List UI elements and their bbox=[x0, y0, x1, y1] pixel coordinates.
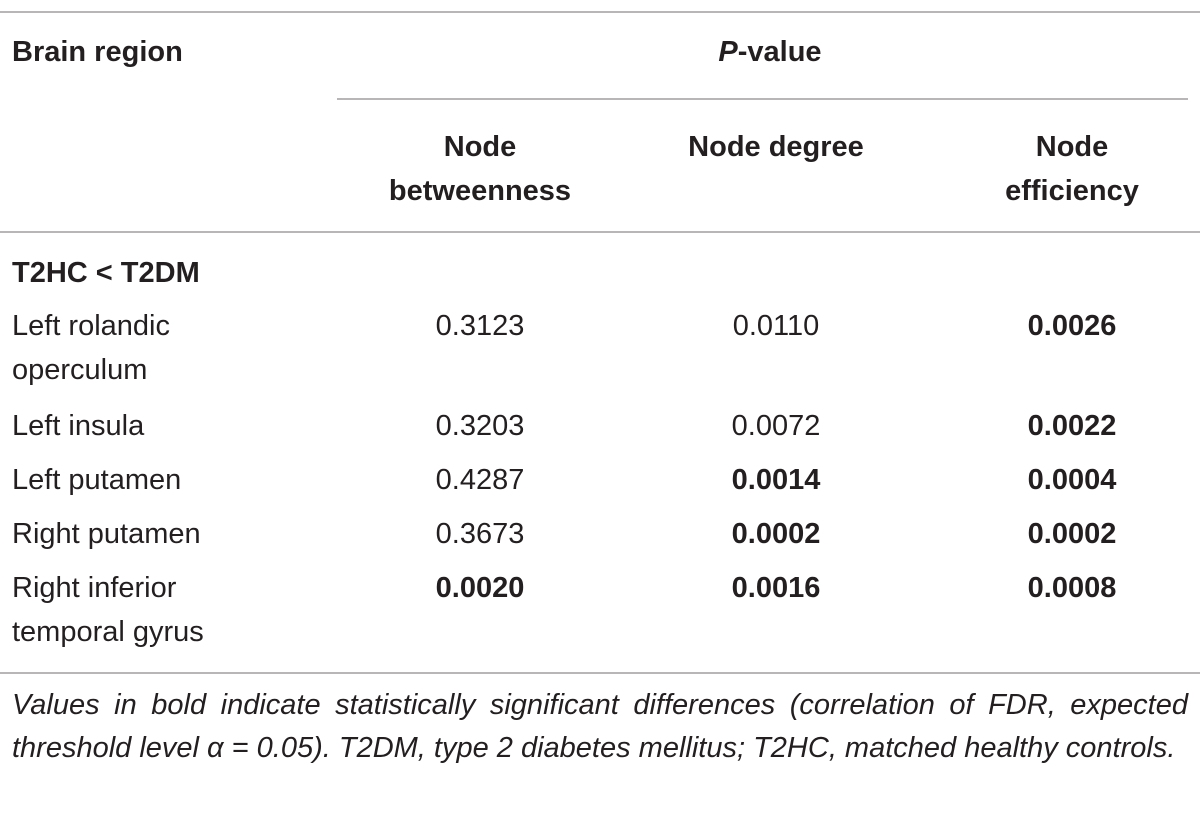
row-region-label: operculum bbox=[12, 354, 148, 386]
col-header-efficiency-2: efficiency bbox=[1005, 175, 1139, 207]
col-header-degree: Node degree bbox=[688, 131, 864, 163]
row-region-label: Right inferior bbox=[12, 572, 177, 604]
top-rule bbox=[0, 11, 1200, 13]
row-region-label: Left putamen bbox=[12, 464, 182, 496]
row-region-label: Left rolandic bbox=[12, 310, 170, 342]
pvalue-suffix: -value bbox=[737, 36, 822, 68]
cell-betweenness: 0.3123 bbox=[435, 310, 525, 342]
cell-efficiency: 0.0004 bbox=[1027, 464, 1117, 496]
cell-degree: 0.0072 bbox=[731, 410, 821, 442]
cell-betweenness: 0.0020 bbox=[435, 572, 525, 604]
cell-betweenness: 0.3673 bbox=[435, 518, 525, 550]
row-region-label: Left insula bbox=[12, 410, 145, 442]
header-rule bbox=[0, 231, 1200, 233]
cell-efficiency: 0.0026 bbox=[1027, 310, 1117, 342]
pvalue-underline bbox=[337, 98, 1188, 100]
cell-degree: 0.0016 bbox=[731, 572, 821, 604]
row-region-label: Right putamen bbox=[12, 518, 201, 550]
cell-degree: 0.0110 bbox=[732, 310, 820, 342]
col-header-betweenness-2: betweenness bbox=[388, 175, 572, 207]
header-brain-region: Brain region bbox=[12, 36, 183, 68]
cell-efficiency: 0.0022 bbox=[1027, 410, 1117, 442]
cell-efficiency: 0.0002 bbox=[1027, 518, 1117, 550]
section-label: T2HC < T2DM bbox=[12, 257, 200, 289]
pvalue-p: P bbox=[718, 36, 738, 68]
cell-efficiency: 0.0008 bbox=[1027, 572, 1117, 604]
col-header-efficiency-1: Node bbox=[1035, 131, 1109, 163]
row-region-label: temporal gyrus bbox=[12, 616, 204, 648]
bottom-rule bbox=[0, 672, 1200, 674]
col-header-betweenness-1: Node bbox=[443, 131, 517, 163]
cell-degree: 0.0002 bbox=[731, 518, 821, 550]
header-pvalue: P-value bbox=[620, 30, 920, 74]
cell-betweenness: 0.4287 bbox=[435, 464, 525, 496]
table-footnote: Values in bold indicate statistically si… bbox=[12, 689, 1188, 764]
cell-betweenness: 0.3203 bbox=[435, 410, 525, 442]
cell-degree: 0.0014 bbox=[731, 464, 821, 496]
